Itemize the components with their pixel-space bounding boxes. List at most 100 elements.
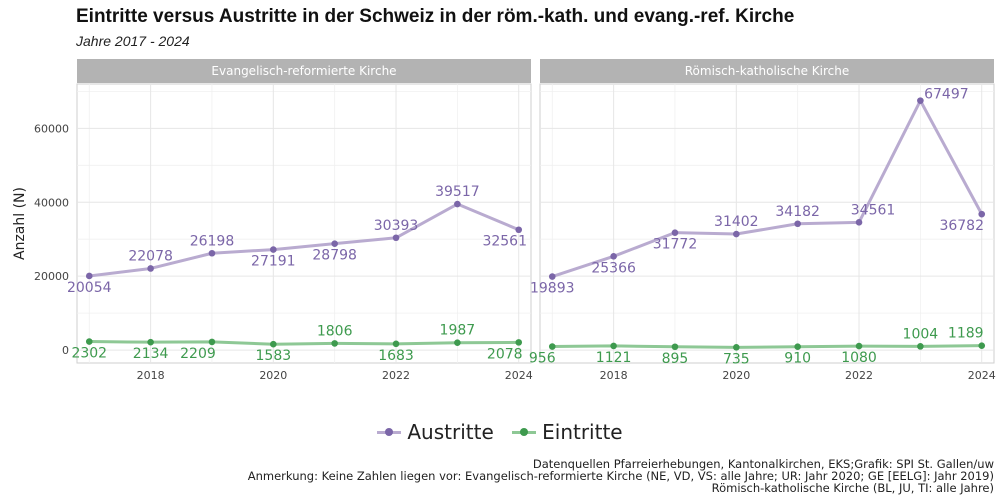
data-label-eintritte: 2134 bbox=[133, 346, 169, 362]
missing-data-note-rk: Römisch-katholische Kirche (BL, JU, TI: … bbox=[711, 481, 994, 495]
data-label-eintritte: 735 bbox=[723, 351, 750, 367]
x-tick-label: 2022 bbox=[845, 369, 873, 382]
source-notes: Datenquellen Pfarreierhebungen, Kantonal… bbox=[248, 458, 994, 494]
y-tick-label: 20000 bbox=[34, 270, 69, 283]
panel-background bbox=[539, 83, 995, 364]
y-tick-label: 40000 bbox=[34, 196, 69, 209]
data-point-eintritte bbox=[147, 338, 154, 346]
series-line-austritte bbox=[89, 202, 520, 278]
series-line-eintritte bbox=[552, 344, 982, 349]
panel-background bbox=[76, 83, 532, 364]
data-label-eintritte: 1004 bbox=[903, 326, 939, 342]
data-point-austritte bbox=[855, 219, 863, 226]
data-label-eintritte: 1189 bbox=[948, 326, 984, 342]
facet-strip bbox=[540, 59, 994, 83]
data-point-eintritte bbox=[978, 342, 986, 349]
data-point-austritte bbox=[978, 210, 986, 218]
data-point-austritte bbox=[548, 273, 556, 280]
facet-strip-label: Römisch-katholische Kirche bbox=[685, 64, 849, 78]
data-label-eintritte: 2209 bbox=[180, 346, 216, 362]
data-label-eintritte: 1806 bbox=[317, 323, 353, 339]
data-point-austritte bbox=[208, 249, 216, 257]
data-point-austritte bbox=[515, 226, 523, 234]
data-label-eintritte: 956 bbox=[529, 351, 556, 367]
data-label-austritte: 31772 bbox=[653, 237, 698, 253]
data-label-austritte: 67497 bbox=[924, 87, 969, 103]
data-point-eintritte bbox=[392, 340, 400, 348]
data-point-eintritte bbox=[515, 339, 523, 346]
data-label-austritte: 31402 bbox=[714, 214, 759, 230]
legend: Austritte Eintritte bbox=[0, 420, 1000, 445]
x-tick-label: 2022 bbox=[382, 369, 410, 382]
data-label-eintritte: 895 bbox=[662, 351, 689, 367]
legend-label-austritte: Austritte bbox=[407, 420, 494, 444]
y-tick-label: 0 bbox=[62, 344, 69, 357]
data-point-eintritte bbox=[917, 343, 924, 350]
data-point-eintritte bbox=[733, 344, 740, 351]
x-tick-label: 2020 bbox=[722, 369, 750, 382]
data-point-austritte bbox=[270, 246, 277, 253]
data-label-eintritte: 1121 bbox=[596, 350, 632, 366]
chart-area: Anzahl (N) 0 20000 40000 60000 Evangelisch-re… bbox=[12, 59, 996, 382]
data-label-austritte: 20054 bbox=[67, 280, 112, 296]
legend-key-austritte bbox=[377, 424, 402, 440]
data-label-austritte: 26198 bbox=[190, 233, 235, 249]
data-label-eintritte: 2302 bbox=[71, 346, 107, 362]
series-line-eintritte bbox=[89, 340, 519, 346]
data-point-eintritte bbox=[548, 343, 556, 350]
data-label-austritte: 28798 bbox=[312, 248, 357, 264]
source-note: Datenquellen Pfarreierhebungen, Kantonal… bbox=[532, 457, 994, 471]
data-point-austritte bbox=[454, 200, 461, 208]
data-point-eintritte bbox=[85, 338, 93, 345]
data-point-eintritte bbox=[794, 343, 801, 351]
data-label-austritte: 34182 bbox=[775, 204, 820, 220]
data-point-austritte bbox=[331, 240, 338, 247]
data-point-eintritte bbox=[454, 339, 461, 347]
series-line-austritte bbox=[551, 99, 984, 278]
data-point-eintritte bbox=[331, 340, 338, 347]
data-label-austritte: 36782 bbox=[939, 218, 984, 234]
legend-item-austritte: Austritte bbox=[377, 420, 494, 444]
data-point-eintritte bbox=[208, 338, 216, 346]
legend-label-eintritte: Eintritte bbox=[542, 420, 623, 444]
x-tick-label: 2020 bbox=[259, 369, 287, 382]
y-tick-label: 60000 bbox=[34, 122, 69, 135]
legend-key-eintritte bbox=[512, 424, 537, 440]
x-tick-label: 2018 bbox=[600, 369, 628, 382]
facet-strip-label: Evangelisch-reformierte Kirche bbox=[211, 64, 396, 78]
data-label-austritte: 25366 bbox=[591, 260, 636, 276]
data-label-eintritte: 1683 bbox=[378, 348, 414, 364]
data-label-eintritte: 1987 bbox=[440, 323, 476, 339]
data-label-austritte: 19893 bbox=[530, 281, 575, 297]
data-label-eintritte: 1080 bbox=[841, 350, 877, 366]
data-point-austritte bbox=[671, 229, 679, 236]
data-point-eintritte bbox=[610, 342, 617, 350]
data-label-austritte: 32561 bbox=[482, 234, 527, 250]
data-point-austritte bbox=[794, 220, 801, 228]
x-tick-label: 2018 bbox=[137, 369, 165, 382]
data-point-eintritte bbox=[671, 343, 679, 351]
data-point-austritte bbox=[610, 253, 617, 260]
data-label-eintritte: 1583 bbox=[256, 348, 292, 364]
chart-title: Eintritte versus Austritte in der Schwei… bbox=[76, 6, 795, 27]
legend-item-eintritte: Eintritte bbox=[512, 420, 623, 444]
data-point-austritte bbox=[85, 272, 93, 280]
x-tick-label: 2024 bbox=[968, 369, 996, 382]
data-label-austritte: 22078 bbox=[128, 248, 173, 264]
data-point-austritte bbox=[147, 265, 154, 272]
facet-strip bbox=[77, 59, 531, 83]
y-axis-label: Anzahl (N) bbox=[12, 187, 28, 260]
data-point-eintritte bbox=[855, 342, 863, 350]
data-point-austritte bbox=[733, 230, 740, 238]
data-label-austritte: 34561 bbox=[851, 202, 896, 218]
data-point-eintritte bbox=[270, 340, 277, 348]
data-point-austritte bbox=[917, 97, 924, 104]
data-label-austritte: 27191 bbox=[251, 254, 296, 270]
data-point-austritte bbox=[392, 234, 400, 242]
data-label-eintritte: 910 bbox=[784, 351, 811, 367]
x-tick-label: 2024 bbox=[505, 369, 533, 382]
data-label-eintritte: 2078 bbox=[487, 346, 523, 362]
missing-data-note: Anmerkung: Keine Zahlen liegen vor: Evan… bbox=[247, 469, 994, 483]
data-label-austritte: 39517 bbox=[435, 184, 480, 200]
chart-subtitle: Jahre 2017 - 2024 bbox=[76, 33, 190, 49]
